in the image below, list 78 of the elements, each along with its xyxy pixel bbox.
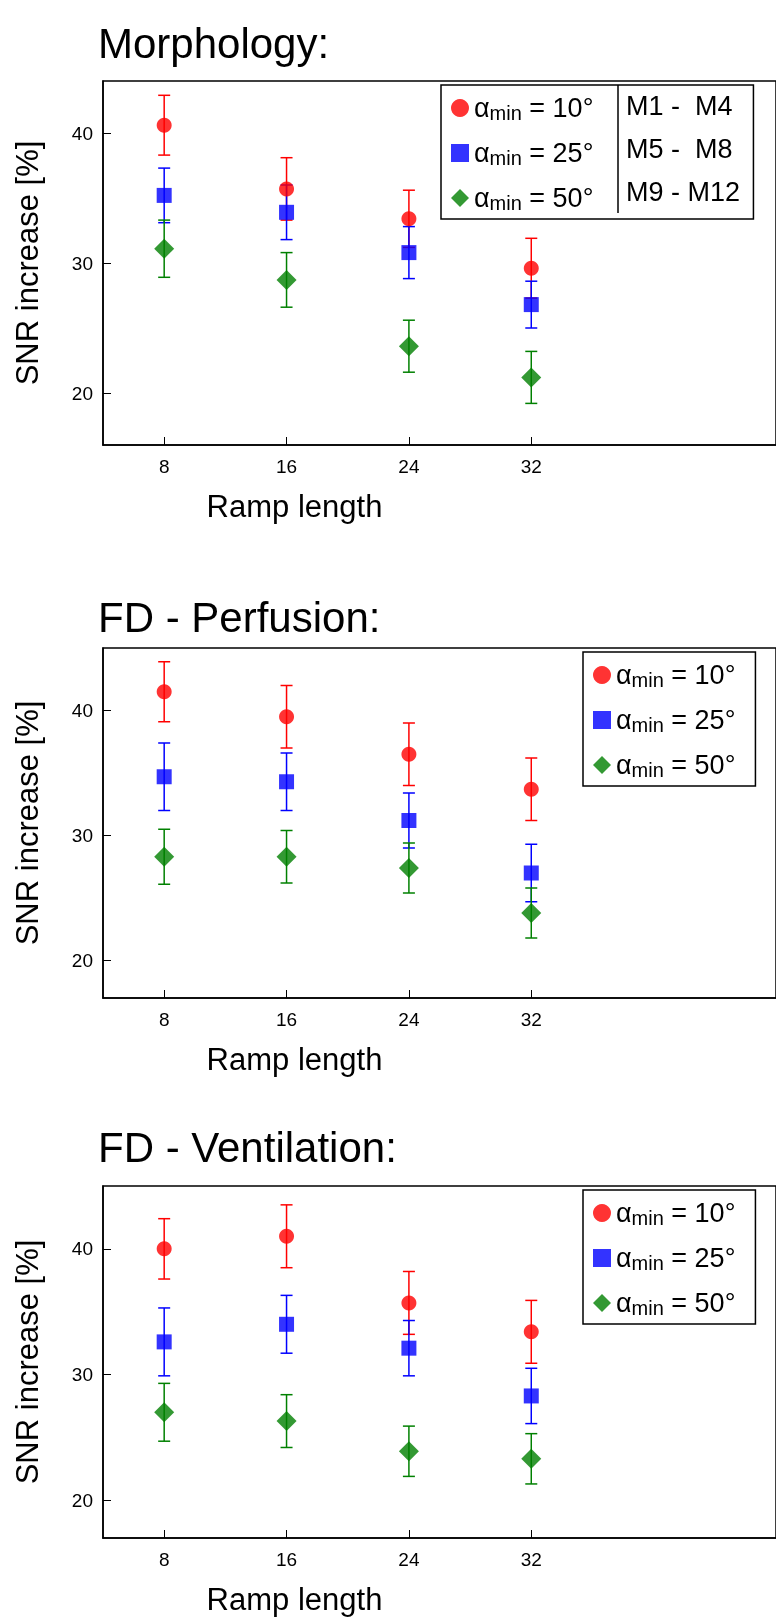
point [523,260,539,276]
chart-title: Morphology: [98,19,330,67]
y-axis-title: SNR increase [%] [10,700,45,946]
point [521,1448,542,1469]
legend-label: αmin = 25° [616,1243,736,1274]
point [276,1411,297,1432]
x-tick-label: 24 [398,1549,420,1570]
annotation: M5 - M8 [626,133,733,164]
point [521,367,542,388]
x-tick-label: 24 [398,1009,420,1030]
legend-label: αmin = 10° [474,93,594,124]
x-axis-title: Ramp length [206,489,383,524]
x-tick-label: 24 [398,456,420,477]
point [156,117,172,133]
chart-title: FD - Ventilation: [98,1123,397,1171]
point [401,1340,417,1356]
x-tick-label: 16 [275,1549,298,1570]
point [156,187,172,203]
chart-title: FD - Perfusion: [98,593,381,641]
point [398,1441,419,1462]
x-tick-label: 8 [158,1009,170,1030]
legend-label: αmin = 50° [474,183,594,214]
annotation: M9 - M12 [626,176,741,207]
y-tick-label: 20 [71,382,93,404]
x-tick-label: 32 [520,1009,542,1030]
legend-label: αmin = 50° [616,1288,736,1319]
point [279,1228,295,1244]
x-tick-label: 8 [158,1549,170,1570]
x-tick-label: 8 [158,456,170,477]
point [401,746,417,762]
point [156,1241,172,1257]
point [154,1402,175,1423]
point [279,709,295,725]
y-axis-title: SNR increase [%] [10,140,45,386]
point [156,1334,172,1350]
point [276,846,297,867]
x-axis-title: Ramp length [206,1582,383,1617]
y-tick-label: 20 [71,1489,93,1511]
point [523,1324,539,1340]
annotation: M1 - M4 [626,90,733,121]
point [154,846,175,867]
point [398,336,419,357]
point [279,181,295,197]
point [276,269,297,290]
legend-label: αmin = 50° [616,750,736,781]
point [523,297,539,313]
point [279,774,295,790]
point [523,1388,539,1404]
y-tick-label: 30 [71,252,93,274]
point [279,204,295,220]
legend-label: αmin = 10° [616,1198,736,1229]
legend-label: αmin = 10° [616,660,736,691]
point [156,684,172,700]
point [279,1316,295,1332]
point [521,903,542,923]
x-axis-title: Ramp length [206,1042,383,1077]
point [401,1295,417,1311]
point [401,245,417,261]
point [401,211,417,227]
point [401,813,417,828]
y-tick-label: 30 [71,1364,93,1386]
point [154,238,175,259]
y-tick-label: 20 [71,950,93,971]
x-tick-label: 16 [275,1009,298,1030]
x-tick-label: 16 [275,456,298,477]
x-tick-label: 32 [520,456,542,477]
point [523,865,539,881]
y-tick-label: 40 [71,700,93,721]
y-tick-label: 30 [71,825,93,846]
legend-label: αmin = 25° [616,705,736,736]
y-tick-label: 40 [71,122,93,144]
x-tick-label: 32 [520,1549,542,1570]
point [523,781,539,797]
legend-label: αmin = 25° [474,138,594,169]
point [156,769,172,785]
point [398,858,419,878]
y-axis-title: SNR increase [%] [10,1239,45,1485]
y-tick-label: 40 [71,1238,93,1260]
